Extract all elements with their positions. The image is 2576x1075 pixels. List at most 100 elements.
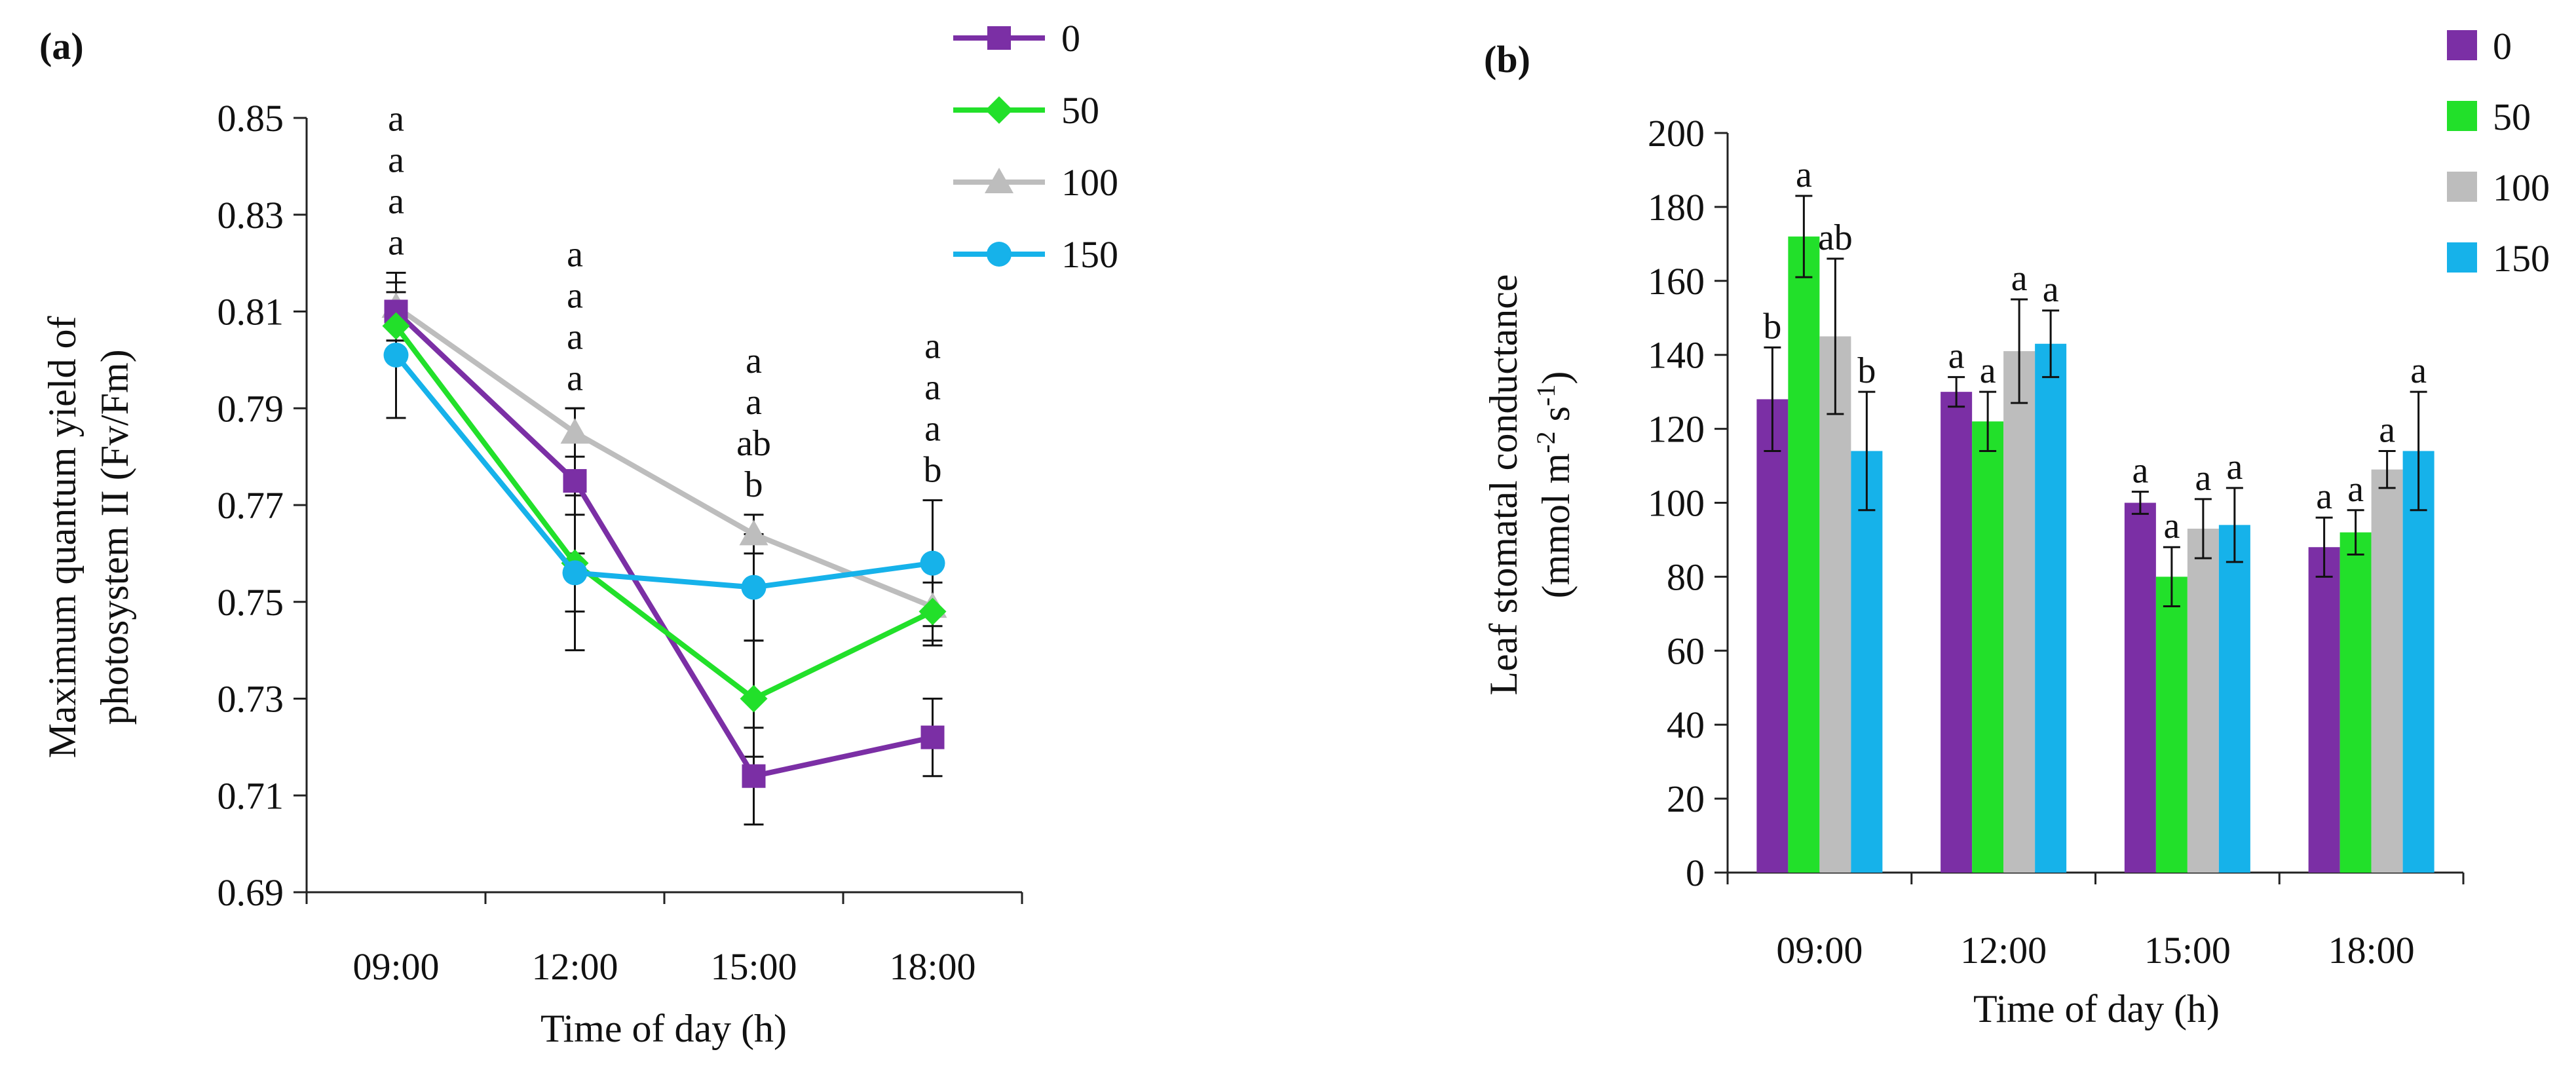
- panel-b-bar-100: [2187, 529, 2219, 873]
- panel-b-y-tick-label: 200: [1648, 112, 1705, 155]
- panel-b-significance-letter: ab: [1818, 217, 1853, 258]
- panel-a-y-tick-label: 0.75: [218, 581, 284, 624]
- panel-a-y-tick-label: 0.77: [218, 484, 284, 527]
- panel-b-y-tick-label: 20: [1667, 778, 1705, 820]
- panel-b-legend-label: 0: [2493, 25, 2512, 67]
- panel-b-x-tick-label: 12:00: [1960, 929, 2047, 971]
- panel-a-point-50: [919, 597, 947, 626]
- panel-b-y-tick-label: 180: [1648, 186, 1705, 229]
- panel-b-legend-swatch: [2447, 242, 2477, 273]
- panel-a-y-tick-label: 0.85: [218, 97, 284, 140]
- panel-b-bar-0: [1941, 392, 1973, 873]
- panel-a-series-line-50: [394, 324, 934, 702]
- panel-b-bar-0: [1756, 399, 1789, 873]
- panel-a-y-axis-title-line2: photosystem II (Fv/Fm): [93, 349, 136, 725]
- panel-a-line-chart: (a) 0.69 0.71 0.73 0.75 0.77 0.79 0.81 0.83 0.85…: [39, 17, 1118, 1050]
- panel-b-y-unit-prefix: (mmol m: [1534, 453, 1578, 599]
- panel-b-bar-50: [2155, 576, 2188, 873]
- panel-b-significance-letter: a: [2163, 506, 2180, 546]
- panel-b-y-tick-label: 160: [1648, 260, 1705, 303]
- panel-a-significance-letter: a: [567, 234, 583, 274]
- panel-a-legend-label: 0: [1061, 17, 1080, 60]
- panel-a-legend-label: 150: [1061, 233, 1118, 276]
- panel-a-point-150: [383, 342, 409, 368]
- panel-b-legend-label: 50: [2493, 96, 2531, 138]
- panel-a-series-line-100: [394, 304, 934, 609]
- panel-b-significance-letter: a: [1796, 155, 1812, 195]
- panel-a-significance-letter: ab: [736, 423, 771, 464]
- panel-b-y-tick-label: 80: [1667, 556, 1705, 598]
- panel-b-x-axis-title: Time of day (h): [1973, 987, 2220, 1030]
- panel-b-label: (b): [1484, 38, 1530, 81]
- panel-b-significance-letter: a: [1948, 336, 1965, 377]
- panel-a-x-tick-label: 09:00: [352, 945, 439, 988]
- panel-a-legend-marker: [987, 242, 1012, 267]
- panel-b-bar-0: [2308, 547, 2340, 873]
- panel-b-y-unit-exp2: -1: [1531, 385, 1561, 406]
- panel-b-significance-letter: b: [1857, 350, 1876, 391]
- panel-a-point-0: [742, 764, 766, 788]
- panel-b-y-unit-exp1: -2: [1531, 431, 1561, 453]
- panel-a-x-axis-title: Time of day (h): [540, 1007, 787, 1050]
- panel-b-bar-0: [2124, 502, 2156, 873]
- panel-a-point-100: [560, 418, 590, 444]
- panel-b-significance-letter: a: [2011, 258, 2028, 299]
- panel-a-point-150: [741, 575, 767, 600]
- panel-b-y-unit-suffix: ): [1534, 371, 1578, 385]
- panel-a-point-100: [739, 519, 768, 546]
- panel-b-y-tick-label: 40: [1667, 704, 1705, 746]
- panel-b-legend-swatch: [2447, 30, 2477, 60]
- panel-b-y-ticks: 0 20 40 60 80 100 120 140 160 180 200: [1648, 112, 1728, 894]
- panel-a-significance-letter: b: [745, 464, 763, 505]
- panel-a-significance-letter: a: [567, 358, 583, 398]
- panel-b-y-axis-title-line1: Leaf stomatal conductance: [1482, 274, 1525, 695]
- panel-a-legend: 0 50 100 150: [953, 17, 1118, 276]
- panel-a-significance-letter: a: [388, 181, 404, 221]
- panel-a-significance-letter: a: [567, 316, 583, 357]
- panel-b-significance-letter: a: [2043, 269, 2059, 310]
- panel-a-y-tick-label: 0.83: [218, 194, 284, 236]
- panel-b-bar-100: [1819, 336, 1851, 873]
- panel-a-y-tick-label: 0.69: [218, 871, 284, 914]
- panel-a-significance-letter: a: [924, 326, 941, 367]
- panel-b-x-tick-label: 18:00: [2328, 929, 2415, 971]
- panel-b-significance-letter: a: [2410, 350, 2427, 391]
- panel-b-significance-letter: a: [2379, 409, 2395, 450]
- panel-a-label: (a): [39, 25, 84, 67]
- panel-b-bar-100: [2003, 351, 2036, 873]
- panel-b-bar-100: [2371, 469, 2403, 873]
- panel-a-x-tick-label: 18:00: [889, 945, 975, 988]
- panel-b-significance-letter: a: [2195, 458, 2211, 499]
- panel-a-legend-marker: [987, 26, 1011, 50]
- panel-b-significance-letter: b: [1763, 306, 1781, 347]
- panel-b-legend-swatch: [2447, 101, 2477, 131]
- panel-b-bar-150: [2402, 451, 2434, 873]
- panel-b-y-unit-mid: s: [1534, 406, 1578, 431]
- panel-a-series-line-0: [394, 309, 934, 779]
- panel-a-series: [381, 271, 947, 826]
- panel-a-y-tick-label: 0.71: [218, 774, 284, 817]
- panel-b-x-tick-label: 15:00: [2144, 929, 2231, 971]
- panel-a-x-ticks: 09:00 12:00 15:00 18:00: [305, 892, 1023, 988]
- panel-b-legend-swatch: [2447, 172, 2477, 202]
- panel-a-significance-letter: a: [388, 140, 404, 180]
- panel-b-y-tick-label: 60: [1667, 630, 1705, 672]
- panel-a-legend-marker: [985, 96, 1013, 124]
- panel-b-significance-letter: a: [2226, 447, 2243, 487]
- panel-b-significance-letter: a: [2316, 476, 2332, 517]
- panel-a-significance-letter: a: [388, 222, 404, 263]
- panel-a-significance-letter: a: [746, 341, 762, 381]
- panel-b-bar-150: [2218, 525, 2250, 873]
- panel-b-legend: 0 50 100 150: [2447, 25, 2550, 280]
- panel-a-point-0: [920, 725, 945, 749]
- panel-b-y-tick-label: 140: [1648, 334, 1705, 377]
- panel-a-significance-letter: a: [746, 382, 762, 423]
- panel-a-point-50: [382, 312, 410, 340]
- panel-b-bar-150: [2035, 343, 2067, 873]
- panel-a-series-line-150: [394, 353, 934, 590]
- panel-b-x-tick-label: 09:00: [1776, 929, 1863, 971]
- panel-b-y-tick-label: 100: [1648, 482, 1705, 525]
- panel-a-x-tick-label: 15:00: [710, 945, 797, 988]
